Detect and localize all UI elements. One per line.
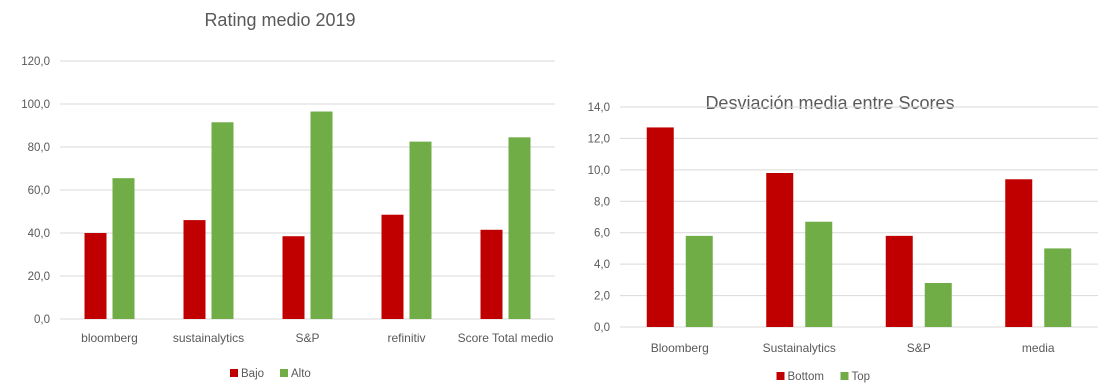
bar-alto-score-total-medio — [508, 137, 531, 319]
x-axis-labels: bloomberg sustainalytics S&P refinitiv Score… — [81, 331, 554, 345]
y-tick-label: 10,0 — [588, 165, 610, 177]
bar-bajo-refinitiv — [381, 214, 404, 319]
x-tick-label: media — [1022, 341, 1055, 355]
y-tick-label: 0,0 — [594, 322, 610, 334]
bar-top-s-p — [924, 283, 952, 327]
y-tick-label: 12,0 — [588, 133, 610, 145]
bar-bottom-bloomberg — [646, 127, 674, 327]
chart-title: Desviación media entre Scores — [705, 93, 954, 113]
y-tick-label: 100,0 — [21, 99, 50, 111]
bar-bottom-s-p — [885, 235, 913, 327]
legend: Bajo Alto — [230, 368, 311, 380]
legend-label-alto: Alto — [291, 368, 311, 380]
legend-label-bajo: Bajo — [241, 368, 264, 380]
bar-bottom-sustainalytics — [766, 173, 794, 327]
chart-title: Rating medio 2019 — [204, 10, 355, 30]
x-tick-label: Bloomberg — [651, 341, 709, 355]
legend-swatch-top — [840, 372, 849, 380]
legend-label-bottom: Bottom — [788, 371, 824, 383]
legend-swatch-bajo — [230, 369, 238, 377]
bar-top-sustainalytics — [805, 221, 833, 327]
y-tick-label: 40,0 — [28, 228, 50, 240]
y-tick-label: 120,0 — [21, 56, 50, 68]
bar-alto-refinitiv — [409, 141, 432, 319]
bar-top-bloomberg — [685, 235, 713, 327]
bar-alto-bloomberg — [112, 178, 135, 319]
x-tick-label: S&P — [907, 341, 931, 355]
bar-bajo-score-total-medio — [480, 229, 503, 319]
y-tick-label: 60,0 — [28, 185, 50, 197]
y-tick-label: 2,0 — [594, 291, 610, 303]
y-tick-label: 20,0 — [28, 271, 50, 283]
desviacion-media-chart: Desviación media entre Scores 0,0 2,0 4,0 6… — [588, 93, 1098, 383]
y-tick-label: 14,0 — [588, 102, 610, 114]
legend-swatch-alto — [280, 369, 288, 377]
bars — [84, 111, 531, 320]
gridlines — [60, 60, 555, 320]
x-axis-labels: Bloomberg Sustainalytics S&P media — [651, 341, 1055, 355]
x-tick-label: Score Total medio — [458, 331, 554, 345]
x-tick-label: S&P — [295, 331, 319, 345]
bars — [646, 127, 1072, 327]
y-tick-label: 80,0 — [28, 142, 50, 154]
x-tick-label: refinitiv — [387, 331, 425, 345]
bar-bajo-sustainalytics — [183, 220, 206, 319]
bar-bajo-bloomberg — [84, 233, 107, 319]
legend: Bottom Top — [776, 371, 871, 383]
bar-bottom-media — [1005, 179, 1033, 327]
y-tick-label: 0,0 — [34, 314, 50, 326]
legend-label-top: Top — [852, 371, 871, 383]
bar-alto-s-p — [310, 111, 333, 320]
x-tick-label: Sustainalytics — [763, 341, 836, 355]
legend-swatch-bottom — [776, 372, 785, 380]
bar-alto-sustainalytics — [211, 122, 234, 320]
rating-medio-chart: Rating medio 2019 0,0 20,0 40,0 60,0 80,0 100… — [21, 10, 555, 380]
bar-bajo-s-p — [282, 236, 305, 319]
x-tick-label: bloomberg — [81, 331, 138, 345]
y-tick-label: 8,0 — [594, 196, 610, 208]
x-tick-label: sustainalytics — [173, 331, 244, 345]
y-axis-ticks: 0,0 20,0 40,0 60,0 80,0 100,0 120,0 — [21, 56, 50, 326]
bar-top-media — [1044, 248, 1072, 327]
y-tick-label: 6,0 — [594, 228, 610, 240]
y-tick-label: 4,0 — [594, 259, 610, 271]
y-axis-ticks: 0,0 2,0 4,0 6,0 8,0 10,0 12,0 14,0 — [588, 102, 610, 334]
